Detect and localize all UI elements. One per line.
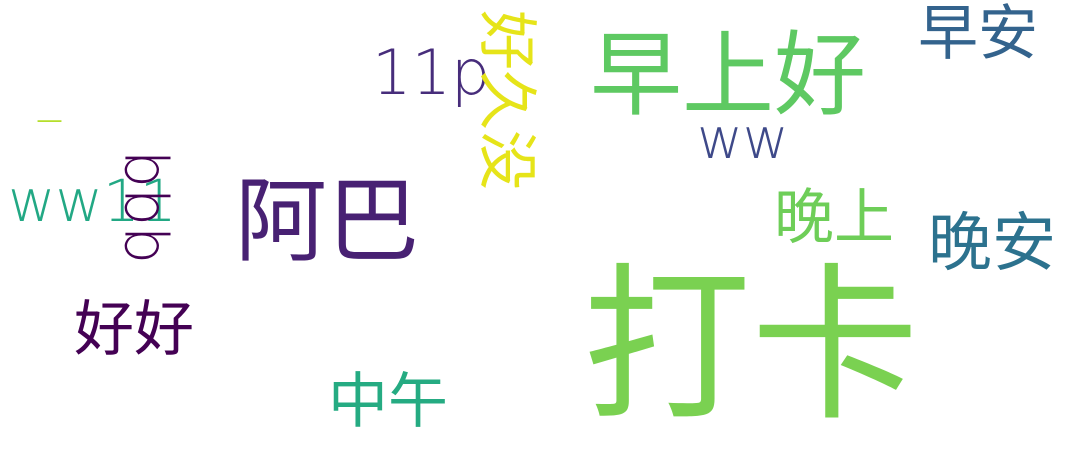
word-ww11: ww11 [8, 167, 177, 235]
word-wanan: 晚安 [928, 207, 1056, 281]
word-haojiumei: 好久没 [471, 10, 541, 190]
word-aba: 阿巴 [235, 168, 420, 275]
word-zaoan: 早安 [918, 0, 1038, 69]
word-dash: _ [38, 68, 61, 122]
word-daka: 打卡 [583, 248, 919, 444]
word-haohao: 好好 [74, 295, 194, 365]
word-zaoshanghao: 早上好 [590, 22, 867, 129]
word-11p: 11p [372, 36, 491, 109]
word-ww: ww [697, 107, 789, 172]
word-wanshang: 晚上 [774, 183, 894, 253]
word-qqq: qqq [103, 149, 173, 264]
word-zhongwu: 中午 [328, 367, 448, 437]
